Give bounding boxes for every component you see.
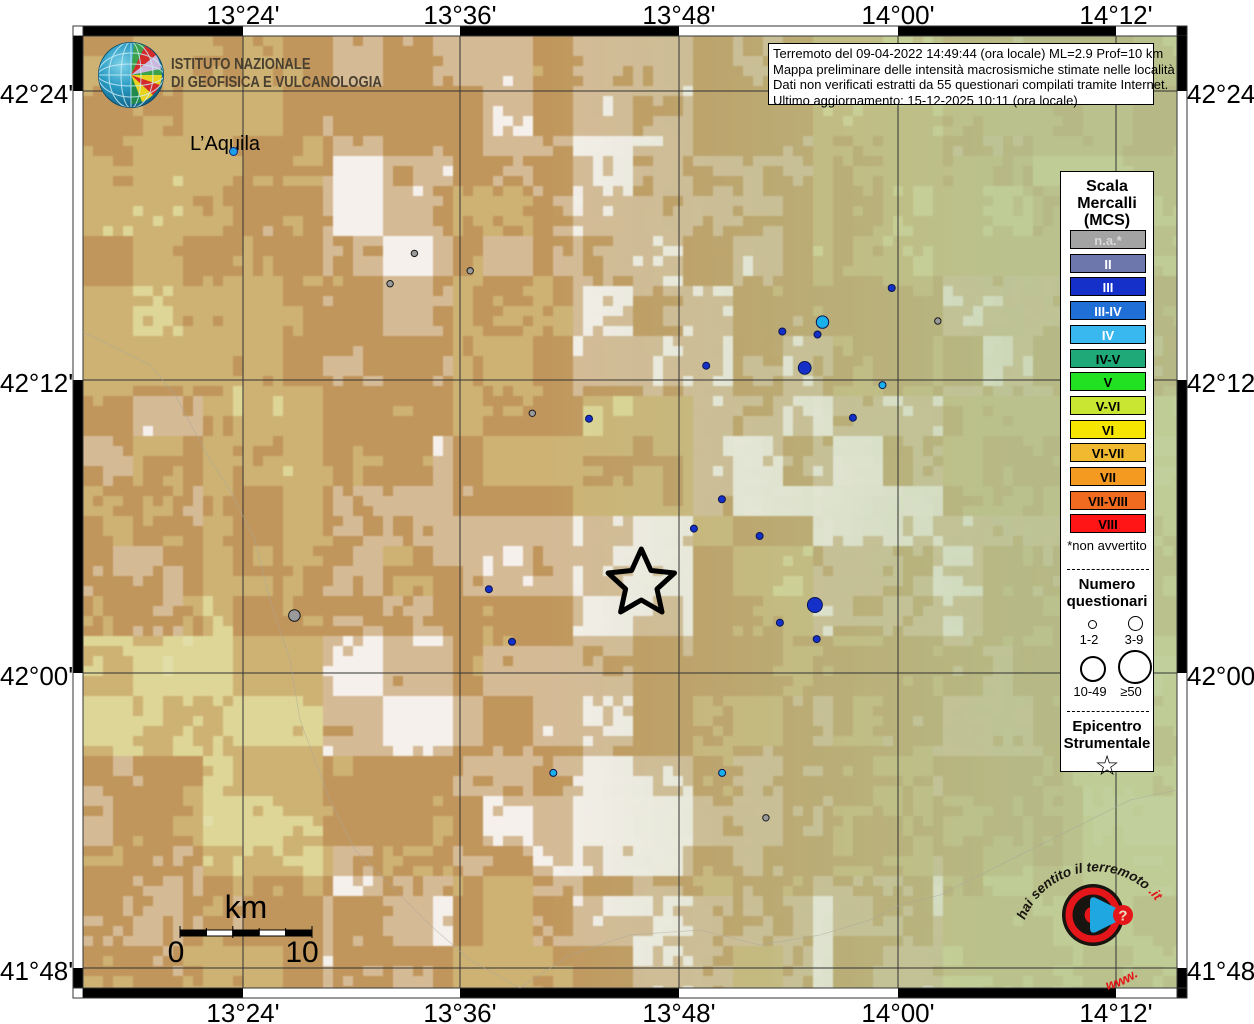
svg-text:0: 0 (168, 936, 185, 969)
svg-text:10: 10 (285, 936, 318, 969)
svg-text:km: km (225, 889, 268, 925)
